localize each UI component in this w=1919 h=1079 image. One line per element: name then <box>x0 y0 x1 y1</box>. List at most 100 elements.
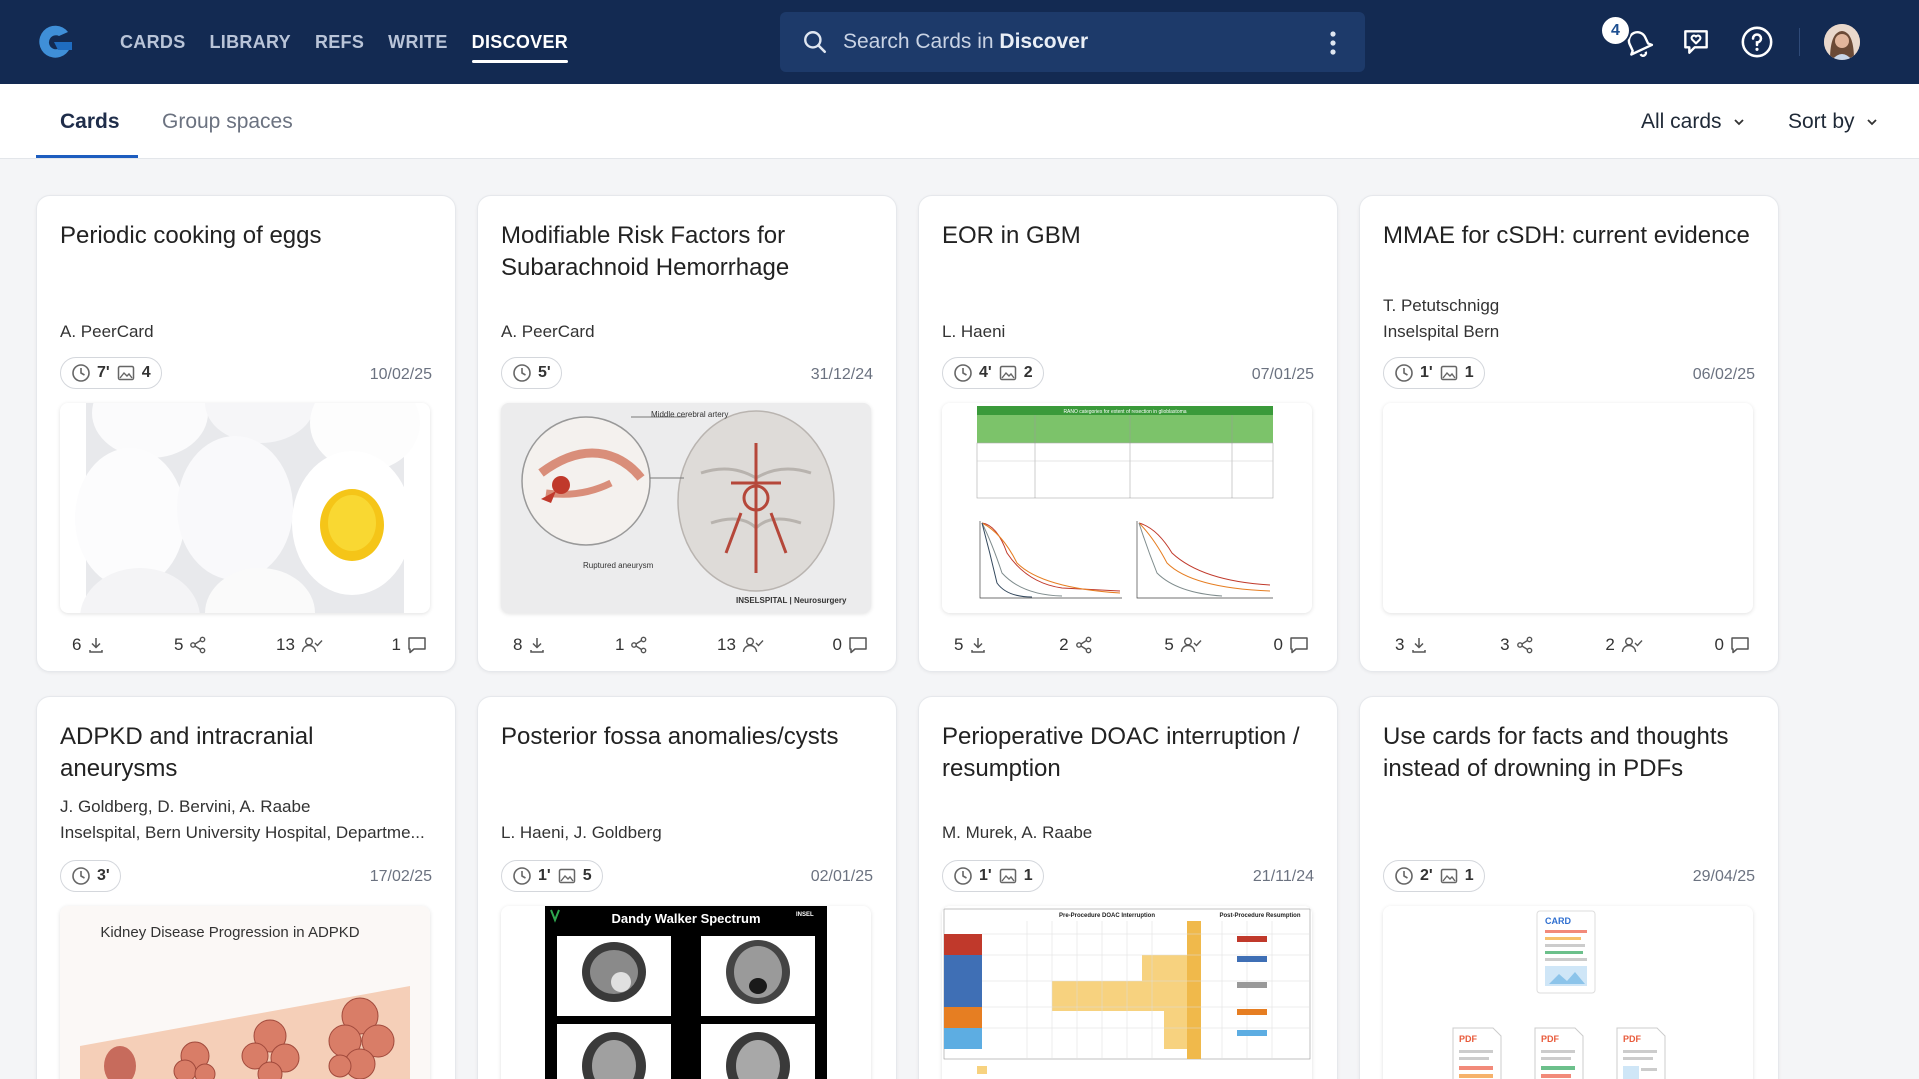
clock-icon <box>512 363 532 383</box>
app-logo-icon[interactable] <box>34 22 76 62</box>
card-meta-chip: 7' 4 <box>60 357 162 389</box>
all-cards-filter[interactable]: All cards <box>1641 110 1746 134</box>
chevron-down-icon <box>1732 115 1746 129</box>
nav-library[interactable]: LIBRARY <box>209 31 291 52</box>
card-date: 02/01/25 <box>810 868 873 885</box>
card-thumbnail-blank[interactable] <box>1383 403 1753 613</box>
shares-stat: 2 <box>1059 635 1092 655</box>
tab-group-spaces[interactable]: Group spaces <box>162 110 293 133</box>
card-stats: 8 1 13 0 <box>513 635 868 655</box>
share-icon <box>630 636 648 654</box>
user-avatar[interactable] <box>1824 24 1860 60</box>
image-count: 1 <box>1464 364 1474 381</box>
card-title[interactable]: Use cards for facts and thoughts instead… <box>1383 723 1729 782</box>
card-meta-chip: 1' 5 <box>501 860 603 892</box>
thumb-label-dandy: Dandy Walker Spectrum <box>611 911 760 926</box>
downloads-stat: 6 <box>72 635 105 655</box>
card[interactable]: ADPKD and intracranial aneurysms J. Gold… <box>36 696 456 1079</box>
card-thumbnail-mri[interactable]: Dandy Walker Spectrum INSEL <box>501 906 871 1079</box>
card-meta-chip: 1' 1 <box>1383 357 1485 389</box>
comments-stat: 0 <box>833 635 868 655</box>
help-button[interactable] <box>1737 22 1777 62</box>
card-authors: A. PeerCard <box>501 322 595 341</box>
image-count: 4 <box>141 364 151 381</box>
card[interactable]: EOR in GBM L. Haeni 4' 2 07/01/25 RANO c… <box>918 195 1338 672</box>
nav-cards[interactable]: CARDS <box>120 31 186 52</box>
thumb-label-insel-mri: INSEL <box>796 912 814 918</box>
reading-time: 7' <box>97 364 110 381</box>
card[interactable]: Perioperative DOAC interruption / resump… <box>918 696 1338 1079</box>
sort-by-dropdown[interactable]: Sort by <box>1788 110 1879 134</box>
shares-stat: 5 <box>174 635 207 655</box>
share-icon <box>1075 636 1093 654</box>
chat-heart-icon <box>1680 26 1712 58</box>
sort-by-label: Sort by <box>1788 110 1855 133</box>
card-authors: M. Murek, A. Raabe <box>942 823 1093 842</box>
image-icon <box>557 866 577 886</box>
card-title[interactable]: ADPKD and intracranial aneurysms <box>60 723 314 782</box>
card-title[interactable]: Posterior fossa anomalies/cysts <box>501 723 839 750</box>
card-date: 17/02/25 <box>369 868 432 885</box>
reading-time: 1' <box>538 867 551 884</box>
card[interactable]: MMAE for cSDH: current evidence T. Petut… <box>1359 195 1779 672</box>
card-thumbnail-cards-vs-pdfs[interactable]: CARD PDF PDF PDF <box>1383 906 1753 1079</box>
image-icon <box>998 866 1018 886</box>
download-icon <box>969 636 987 654</box>
card-thumbnail-brain[interactable]: Middle cerebral artery Ruptured aneurysm… <box>501 403 871 613</box>
card-title[interactable]: MMAE for cSDH: current evidence <box>1383 222 1750 249</box>
tab-cards[interactable]: Cards <box>60 110 120 133</box>
reading-time: 2' <box>1420 867 1433 884</box>
top-navigation-bar: CARDS LIBRARY REFS WRITE DISCOVER Search… <box>0 0 1919 84</box>
user-check-icon <box>742 636 764 654</box>
notifications-button[interactable] <box>1618 22 1658 62</box>
nav-refs[interactable]: REFS <box>314 31 365 52</box>
downloads-stat: 5 <box>954 635 987 655</box>
user-check-icon <box>301 636 323 654</box>
comment-icon <box>848 636 868 654</box>
thumb-label-pdf-1: PDF <box>1459 1034 1478 1044</box>
card-thumbnail-doac[interactable]: Pre-Procedure DOAC Interruption Post-Pro… <box>942 906 1312 1079</box>
card[interactable]: Posterior fossa anomalies/cysts L. Haeni… <box>477 696 897 1079</box>
card-thumbnail-eor-table[interactable]: RANO categories for extent of resection … <box>942 403 1312 613</box>
search-icon <box>802 29 828 55</box>
card-title[interactable]: Modifiable Risk Factors for Subarachnoid… <box>501 222 790 281</box>
card-date: 21/11/24 <box>1252 868 1314 885</box>
search-bar[interactable]: Search Cards in Discover <box>780 12 1365 72</box>
nav-discover[interactable]: DISCOVER <box>471 26 569 63</box>
share-icon <box>189 636 207 654</box>
card[interactable]: Periodic cooking of eggs A. PeerCard 7' … <box>36 195 456 672</box>
card-authors: L. Haeni <box>942 322 1006 341</box>
followers-stat: 13 <box>276 635 323 655</box>
card-date: 29/04/25 <box>1692 868 1755 885</box>
clock-icon <box>512 866 532 886</box>
card-date: 31/12/24 <box>810 366 873 383</box>
card-title[interactable]: EOR in GBM <box>942 222 1081 249</box>
shares-stat: 3 <box>1500 635 1533 655</box>
card[interactable]: Use cards for facts and thoughts instead… <box>1359 696 1779 1079</box>
search-input[interactable] <box>842 12 1302 72</box>
comments-stat: 0 <box>1274 635 1309 655</box>
feedback-button[interactable] <box>1676 22 1716 62</box>
reading-time: 1' <box>979 867 992 884</box>
nav-write[interactable]: WRITE <box>388 31 448 52</box>
image-count: 5 <box>582 867 592 884</box>
card-stats: 6 5 13 1 <box>72 635 427 655</box>
image-count: 1 <box>1023 867 1033 884</box>
thumb-label-card: CARD <box>1545 916 1571 926</box>
card[interactable]: Modifiable Risk Factors for Subarachnoid… <box>477 195 897 672</box>
clock-icon <box>71 363 91 383</box>
bell-icon <box>1621 25 1655 59</box>
thumb-label-post: Post-Procedure Resumption <box>1219 913 1300 919</box>
card-title[interactable]: Perioperative DOAC interruption / resump… <box>942 723 1300 782</box>
user-check-icon <box>1621 636 1643 654</box>
card-title[interactable]: Periodic cooking of eggs <box>60 222 322 249</box>
clock-icon <box>953 866 973 886</box>
clock-icon <box>953 363 973 383</box>
card-thumbnail-eggs[interactable] <box>60 403 430 613</box>
card-authors: L. Haeni, J. Goldberg <box>501 823 662 842</box>
card-thumbnail-kidney[interactable]: Kidney Disease Progression in ADPKD <box>60 906 430 1079</box>
comment-icon <box>1730 636 1750 654</box>
main-nav: CARDS LIBRARY REFS WRITE DISCOVER <box>120 0 569 84</box>
search-options-icon[interactable] <box>1329 30 1337 56</box>
notification-count-badge: 4 <box>1600 15 1631 46</box>
